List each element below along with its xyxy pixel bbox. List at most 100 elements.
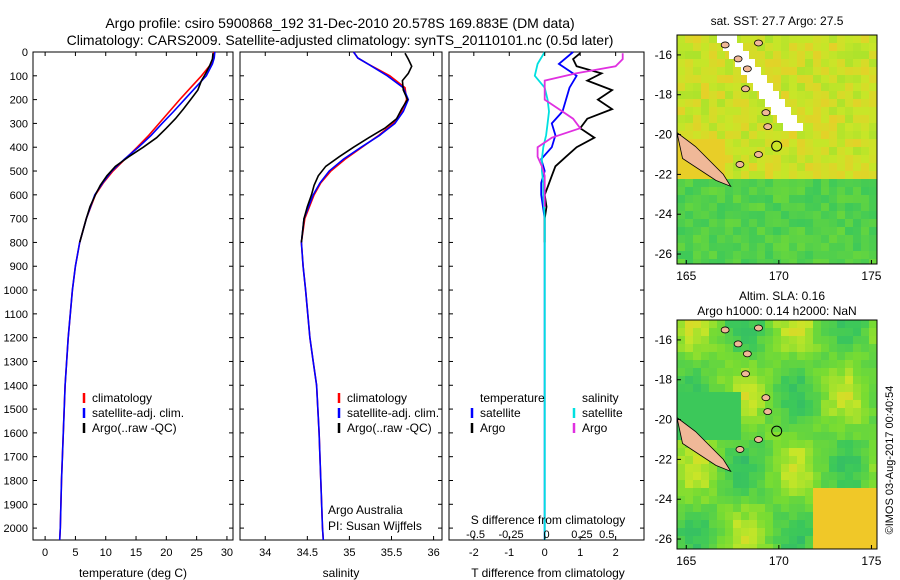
map-cell bbox=[829, 464, 837, 472]
map-cell bbox=[757, 544, 765, 549]
map-cell bbox=[853, 360, 861, 368]
map-cell bbox=[829, 336, 837, 344]
map-cell bbox=[853, 496, 861, 504]
map-cell bbox=[797, 67, 805, 75]
map-cell bbox=[797, 187, 805, 195]
map-cell bbox=[797, 376, 805, 384]
map-cell bbox=[773, 400, 781, 408]
map-cell bbox=[725, 352, 733, 360]
map-cell bbox=[781, 219, 789, 227]
map-cell bbox=[845, 488, 853, 496]
map-cell bbox=[861, 219, 869, 227]
salinity-lines bbox=[300, 51, 413, 541]
map-cell bbox=[717, 528, 725, 536]
map-cell bbox=[765, 520, 773, 528]
map-cell bbox=[749, 131, 757, 139]
map-cell bbox=[845, 211, 853, 219]
map-cell bbox=[685, 456, 693, 464]
map-y-tick-label: -16 bbox=[655, 333, 673, 347]
salinity-x-tick-label: 34 bbox=[259, 547, 271, 559]
map-cell bbox=[821, 376, 829, 384]
map-cell bbox=[845, 259, 853, 264]
map-cell bbox=[725, 368, 733, 376]
map-cell bbox=[789, 344, 797, 352]
map-cell bbox=[821, 432, 829, 440]
map-cell bbox=[805, 139, 813, 147]
map-cell bbox=[853, 235, 861, 243]
map-cell bbox=[765, 163, 773, 171]
map-cell bbox=[693, 91, 701, 99]
map-cell bbox=[813, 336, 821, 344]
map-cell bbox=[861, 251, 869, 259]
map-cell bbox=[773, 352, 781, 360]
map-cell bbox=[709, 219, 717, 227]
map-cell bbox=[821, 43, 829, 51]
map-cell bbox=[717, 147, 725, 155]
map-cell bbox=[693, 171, 701, 179]
map-cell bbox=[845, 227, 853, 235]
map-cell bbox=[701, 504, 709, 512]
map-cell bbox=[781, 520, 789, 528]
map-y-tick-label: -24 bbox=[655, 207, 673, 221]
map-cell bbox=[813, 528, 821, 536]
map-cell bbox=[725, 384, 733, 392]
map-cell bbox=[853, 123, 861, 131]
map-cell bbox=[709, 368, 717, 376]
map-cell bbox=[845, 51, 853, 59]
map-cell bbox=[741, 179, 749, 187]
map-cell bbox=[685, 544, 693, 549]
map-cell bbox=[813, 416, 821, 424]
map-cell bbox=[805, 512, 813, 520]
map-cell bbox=[797, 259, 805, 264]
sst-cloud-mask bbox=[777, 115, 797, 123]
map-cell bbox=[749, 520, 757, 528]
map-cell bbox=[853, 75, 861, 83]
map-cell bbox=[749, 352, 757, 360]
map-cell bbox=[837, 336, 845, 344]
map-cell bbox=[685, 480, 693, 488]
map-cell bbox=[773, 480, 781, 488]
map-cell bbox=[749, 536, 757, 544]
map-cell bbox=[693, 416, 701, 424]
map-cell bbox=[805, 536, 813, 544]
map-cell bbox=[757, 195, 765, 203]
map-cell bbox=[869, 392, 877, 400]
map-cell bbox=[733, 251, 741, 259]
map-cell bbox=[805, 75, 813, 83]
map-cell bbox=[773, 187, 781, 195]
map-cell bbox=[717, 504, 725, 512]
map-cell bbox=[733, 512, 741, 520]
map-cell bbox=[709, 251, 717, 259]
map-cell bbox=[869, 163, 877, 171]
map-cell bbox=[757, 376, 765, 384]
map-cell bbox=[789, 243, 797, 251]
salinity-series-line bbox=[300, 52, 413, 243]
map-cell bbox=[837, 536, 845, 544]
map-cell bbox=[717, 464, 725, 472]
map-cell bbox=[805, 227, 813, 235]
map-cell bbox=[773, 392, 781, 400]
map-cell bbox=[853, 243, 861, 251]
map-cell bbox=[725, 219, 733, 227]
map-cell bbox=[853, 336, 861, 344]
map-cell bbox=[717, 360, 725, 368]
map-cell bbox=[861, 520, 869, 528]
map-cell bbox=[701, 67, 709, 75]
map-cell bbox=[829, 416, 837, 424]
depth-tick-label: 400 bbox=[10, 142, 28, 154]
map-cell bbox=[677, 67, 685, 75]
map-cell bbox=[685, 179, 693, 187]
map-cell bbox=[749, 416, 757, 424]
map-cell bbox=[821, 336, 829, 344]
map-cell bbox=[797, 384, 805, 392]
map-cell bbox=[869, 416, 877, 424]
map-cell bbox=[813, 368, 821, 376]
map-cell bbox=[709, 179, 717, 187]
map-cell bbox=[701, 424, 709, 432]
map-cell bbox=[805, 115, 813, 123]
map-cell bbox=[725, 408, 733, 416]
map-cell bbox=[741, 440, 749, 448]
map-cell bbox=[693, 51, 701, 59]
map-cell bbox=[829, 115, 837, 123]
map-cell bbox=[861, 123, 869, 131]
